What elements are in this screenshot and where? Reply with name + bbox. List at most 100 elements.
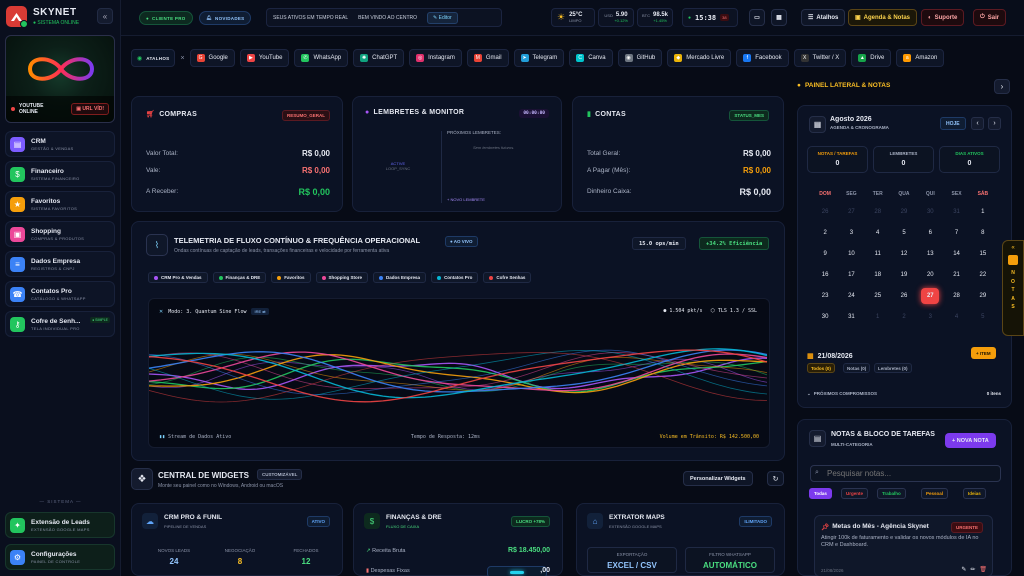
maps-widget[interactable]: ⌂ EXTRATOR MAPS EXTENSÃO GOOGLE MAPS ILI… [576, 503, 785, 576]
sidebar-item-dados-empresa[interactable]: ≡ Dados Empresa REGISTROS & CNPJ [5, 251, 115, 277]
client-pro-pill[interactable]: ● CLIENTE PRO [139, 11, 193, 25]
calendar-day[interactable]: 3 [928, 313, 932, 320]
calendar-day[interactable]: 31 [953, 208, 960, 215]
sidebar-item-contatos-pro[interactable]: ☎ Contatos Pro CATÁLOGO & WHATSAPP [5, 281, 115, 307]
series-chip[interactable]: Favoritos [271, 272, 311, 283]
today-button[interactable]: HOJE [940, 117, 966, 130]
calendar-day[interactable]: 12 [900, 250, 908, 257]
hero-video-panel[interactable]: YOUTUBE ONLINE ▣ URL VÍD! [5, 35, 115, 123]
shortcut-gmail[interactable]: M Gmail [466, 49, 509, 67]
calendar-day[interactable]: 1 [981, 208, 985, 215]
sidebar-item-crm[interactable]: ▤ CRM GESTÃO & VENDAS [5, 131, 115, 157]
calendar-day[interactable]: 4 [954, 313, 959, 320]
refresh-widgets-button[interactable]: ↻ [767, 471, 784, 486]
video-url-button[interactable]: ▣ URL VÍD! [71, 103, 109, 115]
shortcut-youtube[interactable]: ▶ YouTube [239, 49, 290, 67]
calendar-day[interactable]: 6 [928, 229, 932, 236]
shortcut-facebook[interactable]: f Facebook [736, 49, 789, 67]
prev-month-button[interactable]: ‹ [971, 117, 984, 130]
note-filter-ideias[interactable]: Ideias [963, 488, 986, 499]
calendar-day[interactable]: 9 [823, 250, 827, 257]
sidebar-item-configura-es[interactable]: ⚙ Configurações PAINEL DE CONTROLE [5, 544, 115, 570]
calendar-day[interactable]: 28 [874, 208, 882, 215]
calendar-day[interactable]: 3 [849, 229, 854, 236]
collapse-sidebar-button[interactable]: « [97, 8, 113, 24]
calendar-day[interactable]: 28 [953, 292, 960, 299]
shortcut-whatsapp[interactable]: ✆ WhatsApp [294, 49, 349, 67]
shortcuts-button[interactable]: ☰ Atalhos [801, 9, 846, 26]
note-filter-todas[interactable]: Todas [809, 488, 832, 499]
calendar-day[interactable]: 25 [874, 292, 882, 299]
agenda-filter-tab[interactable]: Lembretes (0) [874, 363, 912, 373]
calendar-day[interactable]: 13 [926, 250, 934, 257]
calendar-day[interactable]: 4 [876, 229, 880, 236]
calendar-day[interactable]: 30 [821, 313, 829, 320]
support-button[interactable]: ◐ Suporte [921, 9, 965, 26]
btc-widget[interactable]: BTC 98.5k +1.45% [637, 8, 673, 27]
new-reminder-button[interactable]: + NOVO LEMBRETE [447, 197, 485, 202]
add-item-button[interactable]: + ITEM [971, 347, 996, 359]
calendar-day[interactable]: 31 [848, 313, 855, 320]
calendar-day[interactable]: 2 [823, 229, 827, 236]
calendar-day[interactable]: 8 [981, 229, 985, 236]
shortcut-chatgpt[interactable]: ✺ ChatGPT [353, 49, 405, 67]
sidebar-item-favoritos[interactable]: ★ Favoritos SISTEMA FAVORITOS [5, 191, 115, 217]
shortcut-drive[interactable]: ▲ Drive [851, 49, 892, 67]
calendar-day[interactable]: 11 [874, 250, 881, 257]
calendar-day[interactable]: 18 [874, 271, 882, 278]
calendar-day[interactable]: 23 [821, 292, 829, 299]
series-chip[interactable]: Finanças & DRE [212, 272, 267, 283]
agenda-filter-tab[interactable]: Notas (0) [843, 363, 871, 373]
notes-search-input[interactable] [810, 465, 1001, 482]
shortcut-canva[interactable]: C Canva [569, 49, 613, 67]
calendar-day[interactable]: 24 [848, 292, 855, 299]
sidebar-item-shopping[interactable]: ▣ Shopping COMPRAS & PRODUTOS [5, 221, 115, 247]
finance-widget[interactable]: $ FINANÇAS & DRE FLUXO DE CAIXA LUCRO +7… [353, 503, 563, 576]
close-panel-button[interactable]: › [994, 79, 1010, 94]
usd-widget[interactable]: USD 5.90 +0.12% [598, 8, 634, 27]
screen-button[interactable]: ▭ [749, 9, 765, 26]
shortcut-twitter-x[interactable]: X Twitter / X [793, 49, 847, 67]
shortcut-google[interactable]: G Google [189, 49, 235, 67]
series-chip[interactable]: Cofre Senhas [483, 272, 532, 283]
sidebar-item-cofre-de-senh-[interactable]: ⚷ Cofre de Senh... TELA INDIVIDUAL PRO ● SI… [5, 311, 115, 337]
series-chip[interactable]: Shopping Store [315, 272, 369, 283]
calendar-day[interactable]: 15 [979, 250, 987, 257]
news-pill[interactable]: 🔔︎ NOVIDADES [199, 11, 252, 25]
calendar-day[interactable]: 29 [900, 208, 908, 215]
calendar-day[interactable]: 5 [981, 313, 985, 320]
calendar-day[interactable]: 21 [953, 271, 960, 278]
calendar-day[interactable]: 20 [926, 271, 934, 278]
calendar-day[interactable]: 22 [979, 271, 987, 278]
personalize-widgets-button[interactable]: Personalizar Widgets [683, 471, 753, 486]
calendar-day[interactable]: 2 [902, 313, 906, 320]
agenda-notes-button[interactable]: ▣ Agenda & Notas [848, 9, 918, 26]
exit-button[interactable]: ⏻ Sair [973, 9, 1007, 26]
edit-note-icon[interactable]: ✏ [970, 567, 976, 573]
pin-note-icon[interactable]: ✎ [961, 567, 967, 573]
editor-button[interactable]: ✎ Editor [427, 11, 458, 24]
sidebar-item-extens-o-de-leads[interactable]: ✦ Extensão de Leads EXTENSÃO GOOGLE MAPS [5, 512, 115, 538]
close-shortcuts-icon[interactable]: × [180, 54, 185, 62]
sidebar-item-financeiro[interactable]: $ Financeiro SISTEMA FINANCEIRO [5, 161, 115, 187]
calendar-day[interactable]: 19 [900, 271, 908, 278]
shortcut-instagram[interactable]: ◎ Instagram [409, 49, 462, 67]
calendar-day[interactable]: 30 [926, 208, 934, 215]
series-chip[interactable]: Dados Empresa [373, 272, 427, 283]
calendar-day[interactable]: 16 [821, 271, 829, 278]
calendar-day[interactable]: 27 [848, 208, 855, 215]
brand[interactable]: SKYNET ● SISTEMA ONLINE [6, 6, 79, 28]
calendar-day[interactable]: 17 [848, 271, 855, 278]
shortcut-mercado-livre[interactable]: ◆ Mercado Livre [667, 49, 732, 67]
calendar-day-today[interactable]: 27 [921, 287, 940, 304]
calendar-day[interactable]: 26 [900, 292, 908, 299]
note-filter-urgente[interactable]: Urgente [841, 488, 869, 499]
calendar-day[interactable]: 7 [954, 229, 959, 236]
shortcut-telegram[interactable]: ➤ Telegram [513, 49, 565, 67]
crm-widget[interactable]: ☁ CRM PRO & FUNIL PIPELINE DE VENDAS ATI… [131, 503, 343, 576]
next-month-button[interactable]: › [988, 117, 1001, 130]
series-chip[interactable]: Contatos Pro [431, 272, 479, 283]
calendar-day[interactable]: 1 [876, 313, 880, 320]
new-note-button[interactable]: + NOVA NOTA [945, 433, 996, 448]
